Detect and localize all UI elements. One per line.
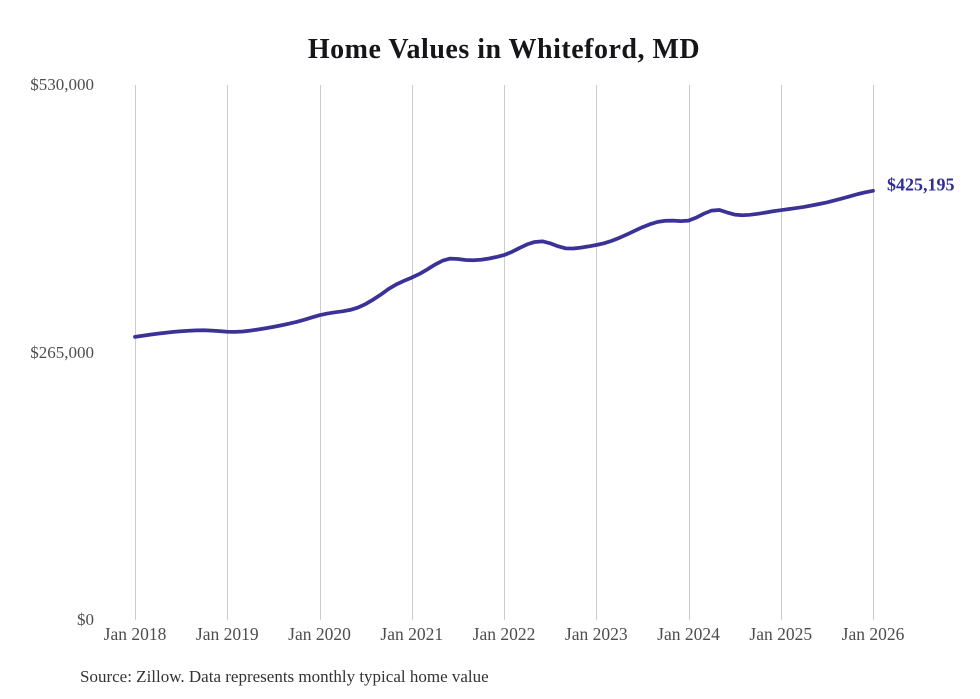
x-tick-label: Jan 2023 — [564, 624, 628, 644]
x-tick-label: Jan 2024 — [657, 624, 720, 644]
y-tick-label: $265,000 — [30, 342, 94, 362]
x-tick-label: Jan 2019 — [195, 624, 259, 644]
chart-title: Home Values in Whiteford, MD — [307, 34, 701, 65]
vertical-gridline — [504, 85, 505, 620]
x-tick-label: Jan 2021 — [380, 624, 444, 644]
vertical-gridline — [227, 85, 229, 620]
vertical-gridline — [596, 85, 598, 620]
vertical-gridline — [319, 85, 321, 620]
y-tick-label: $530,000 — [30, 75, 94, 94]
latest-value-label: $425,195 — [887, 174, 955, 195]
line-plot — [133, 188, 875, 339]
x-tick-label: Jan 2018 — [103, 624, 167, 644]
x-tick-label: Jan 2026 — [841, 624, 905, 644]
vertical-gridline — [135, 85, 136, 620]
x-tick-label: Jan 2020 — [288, 624, 351, 644]
vertical-gridline — [780, 85, 782, 620]
x-tick-label: Jan 2025 — [749, 624, 813, 644]
vertical-gridline — [873, 85, 874, 620]
y-tick-label: $0 — [77, 610, 94, 629]
x-tick-label: Jan 2022 — [472, 624, 536, 644]
vertical-gridline — [411, 85, 413, 620]
vertical-gridline — [688, 85, 690, 620]
home-value-series-line — [133, 188, 875, 339]
source-note: Source: Zillow. Data represents monthly … — [80, 667, 489, 686]
